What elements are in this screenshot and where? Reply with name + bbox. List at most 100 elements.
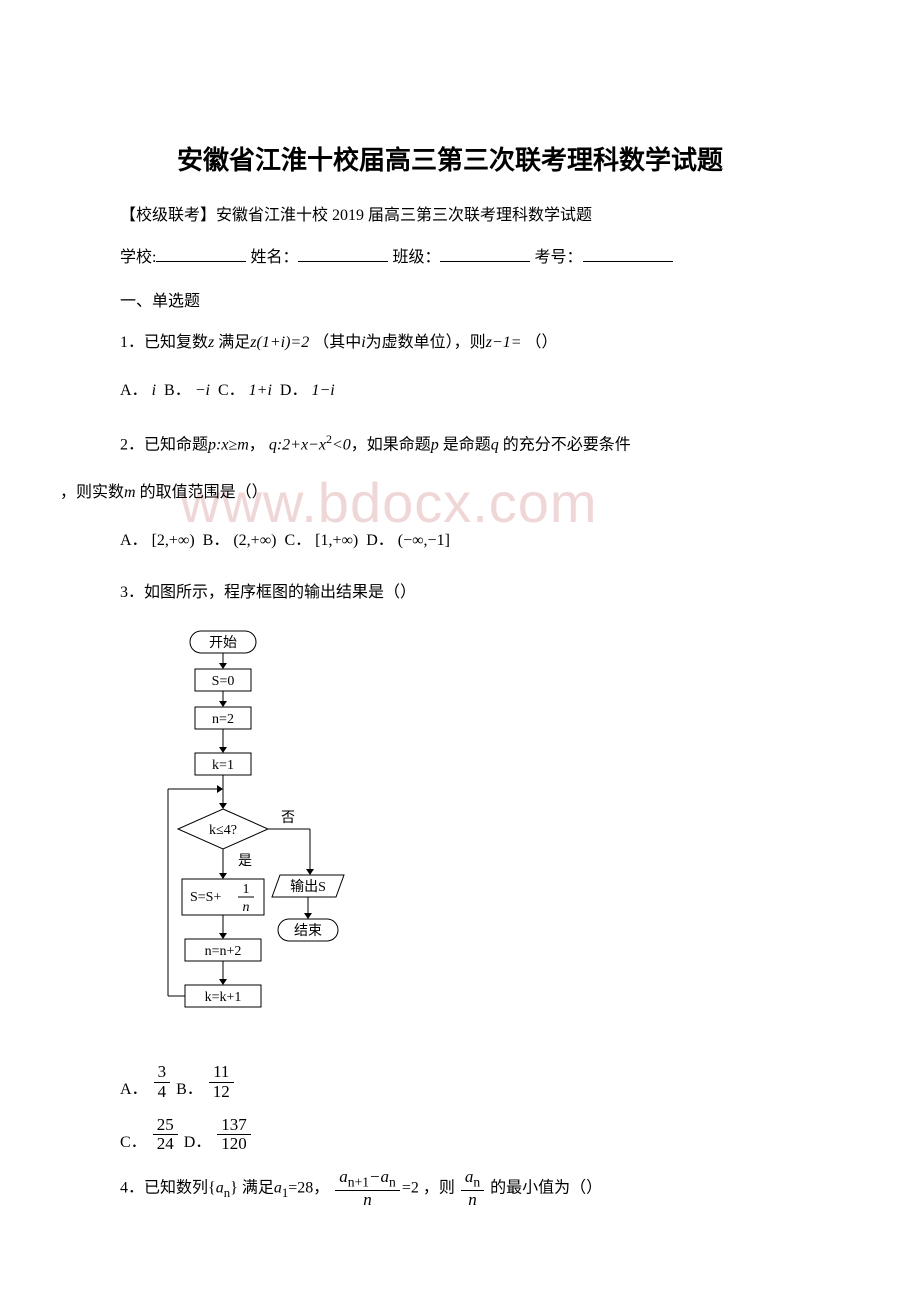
q3-opt-a-value: 34	[154, 1063, 171, 1101]
svg-text:n=n+2: n=n+2	[205, 944, 242, 959]
q3-opt-b-label: B．	[176, 1081, 203, 1098]
q2-opt-d-label: D．	[366, 532, 394, 549]
q1-text-c: （其中	[313, 334, 361, 351]
question-3-options-1: A． 34 B． 1112	[120, 1063, 840, 1101]
q3-opt-c-value: 2524	[153, 1116, 178, 1154]
svg-text:k=k+1: k=k+1	[205, 990, 242, 1005]
label-school: 学校:	[120, 249, 156, 266]
q4-a1: a	[274, 1180, 282, 1197]
svg-text:输出S: 输出S	[290, 879, 326, 895]
q2-number: 2．	[120, 436, 144, 453]
blank-name	[298, 245, 388, 262]
q2-p-label: p	[208, 436, 216, 453]
question-1: 1．已知复数z 满足z(1+i)=2 （其中i为虚数单位），则z−1= （）	[120, 327, 840, 359]
q1-opt-a-value: i	[152, 382, 156, 399]
q4-text-c: ，则	[423, 1180, 455, 1197]
q2-q-tail: <0	[332, 436, 351, 453]
form-line: 学校: 姓名： 班级： 考号：	[120, 243, 840, 267]
q1-opt-c-value: 1+i	[249, 382, 272, 399]
blank-school	[156, 245, 246, 262]
q2-q-label: q	[269, 436, 277, 453]
q2-opt-a-label: A．	[120, 532, 148, 549]
q2-text-a: 已知命题	[144, 436, 208, 453]
blank-class	[440, 245, 530, 262]
q1-text-b: 满足	[218, 334, 250, 351]
svg-text:否: 否	[281, 811, 295, 826]
q1-expr: z(1+i)=2	[250, 334, 309, 351]
question-1-options: A． i B． −i C． 1+i D． 1−i	[120, 375, 840, 407]
q3-opt-d-label: D．	[184, 1134, 212, 1151]
q2-text-c: 是命题	[443, 436, 491, 453]
svg-text:n=2: n=2	[212, 712, 234, 727]
svg-text:开始: 开始	[209, 635, 237, 651]
question-3: 3．如图所示，程序框图的输出结果是（）	[120, 577, 840, 609]
q1-opt-c-label: C．	[218, 382, 245, 399]
exam-subtitle: 【校级联考】安徽省江淮十校 2019 届高三第三次联考理科数学试题	[120, 201, 840, 225]
q4-an: a	[216, 1180, 224, 1197]
q2-q2: q	[491, 436, 499, 453]
svg-text:k≤4?: k≤4?	[209, 823, 237, 838]
question-2-cont: ，则实数m 的取值范围是（）	[60, 477, 840, 509]
question-3-options-2: C． 2524 D． 137120	[120, 1116, 840, 1154]
q3-opt-d-value: 137120	[217, 1116, 251, 1154]
q1-opt-b-value: −i	[195, 382, 210, 399]
q2-p2: p	[431, 436, 439, 453]
q4-number: 4．	[120, 1180, 144, 1197]
flowchart-image: 开始 S=0 n=2 k=1 k≤4? 否	[160, 629, 350, 1049]
q4-set-close: }	[230, 1180, 238, 1197]
q1-opt-a-label: A．	[120, 382, 148, 399]
q1-text-d: 为虚数单位），则	[366, 334, 486, 351]
svg-text:S=S+: S=S+	[190, 890, 221, 905]
q1-var-z: z	[208, 334, 214, 351]
q2-opt-b-value: (2,+∞)	[233, 532, 276, 549]
q1-opt-d-label: D．	[280, 382, 308, 399]
q2-text-f: 的取值范围是（）	[140, 484, 268, 501]
svg-text:1: 1	[243, 882, 250, 897]
q2-opt-c-value: [1,+∞)	[315, 532, 358, 549]
blank-id	[583, 245, 673, 262]
q2-text-d: 的充分不必要条件	[503, 436, 631, 453]
svg-text:S=0: S=0	[212, 674, 235, 689]
q1-expr2: z−1=	[486, 334, 522, 351]
q2-q-expr: :2+x−x	[277, 436, 326, 453]
q4-a1-eq: =28	[288, 1180, 313, 1197]
q2-opt-c-label: C．	[284, 532, 311, 549]
q4-comma: ，	[313, 1180, 329, 1197]
label-name: 姓名：	[250, 249, 298, 266]
svg-text:n: n	[243, 900, 250, 915]
q1-opt-d-value: 1−i	[311, 382, 334, 399]
q4-text-b: 满足	[242, 1180, 274, 1197]
q4-set-open: {	[208, 1180, 216, 1197]
q2-opt-b-label: B．	[203, 532, 230, 549]
section-label: 一、单选题	[120, 287, 840, 311]
q2-opt-a-value: [2,+∞)	[152, 532, 195, 549]
q3-opt-a-label: A．	[120, 1081, 148, 1098]
svg-text:是: 是	[238, 854, 252, 869]
svg-text:结束: 结束	[294, 923, 322, 939]
label-class: 班级：	[392, 249, 440, 266]
q4-eq2: =2	[402, 1180, 419, 1197]
q3-opt-b-value: 1112	[209, 1063, 234, 1101]
q3-number: 3．	[120, 584, 144, 601]
q2-m-var: m	[124, 484, 136, 501]
q4-frac2: an n	[461, 1168, 484, 1210]
q4-text-d: 的最小值为（）	[490, 1180, 602, 1197]
q1-opt-b-label: B．	[164, 382, 191, 399]
label-id: 考号：	[534, 249, 582, 266]
svg-text:k=1: k=1	[212, 758, 234, 773]
q2-text-b: ，如果命题	[351, 436, 431, 453]
question-4: 4．已知数列{an} 满足a1=28， an+1−an n =2 ，则 an n…	[120, 1168, 840, 1210]
q1-text-a: 已知复数	[144, 334, 208, 351]
q1-number: 1．	[120, 334, 144, 351]
q3-opt-c-label: C．	[120, 1134, 147, 1151]
q2-comma: ，	[249, 436, 265, 453]
page-title: 安徽省江淮十校届高三第三次联考理科数学试题	[60, 140, 840, 177]
q1-text-e: （）	[526, 334, 558, 351]
question-2: 2．已知命题p:x≥m， q:2+x−x2<0，如果命题p 是命题q 的充分不必…	[120, 427, 840, 461]
q2-opt-d-value: (−∞,−1]	[398, 532, 450, 549]
q2-text-e: ，则实数	[60, 484, 124, 501]
q2-p-expr: :x≥m	[216, 436, 249, 453]
q4-frac1: an+1−an n	[335, 1168, 400, 1210]
q4-text-a: 已知数列	[144, 1180, 208, 1197]
q3-text: 如图所示，程序框图的输出结果是（）	[144, 584, 416, 601]
